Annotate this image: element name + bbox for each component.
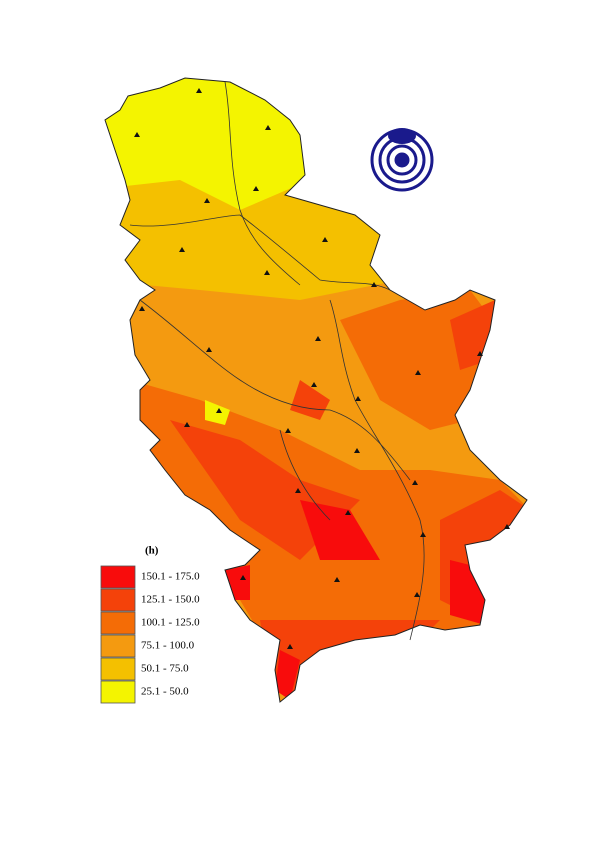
legend-label: 150.1 - 175.0 xyxy=(141,571,200,583)
legend-swatch xyxy=(100,657,136,681)
rivers xyxy=(129,81,425,641)
legend-title: (h) xyxy=(145,545,159,557)
legend-swatch xyxy=(100,588,136,612)
legend-swatch xyxy=(100,565,136,589)
legend-swatch xyxy=(100,611,136,635)
legend-label: 25.1 - 50.0 xyxy=(141,686,189,698)
legend-label: 100.1 - 125.0 xyxy=(141,617,200,629)
logo xyxy=(370,128,434,192)
stations xyxy=(134,88,510,649)
legend-swatch xyxy=(100,680,136,704)
legend-label: 75.1 - 100.0 xyxy=(141,640,195,652)
legend-swatch xyxy=(100,634,136,658)
legend: 150.1 - 175.0 125.1 - 150.0 100.1 - 125.0 7… xyxy=(100,565,200,704)
legend-label: 50.1 - 75.0 xyxy=(141,663,189,675)
legend-label: 125.1 - 150.0 xyxy=(141,594,200,606)
